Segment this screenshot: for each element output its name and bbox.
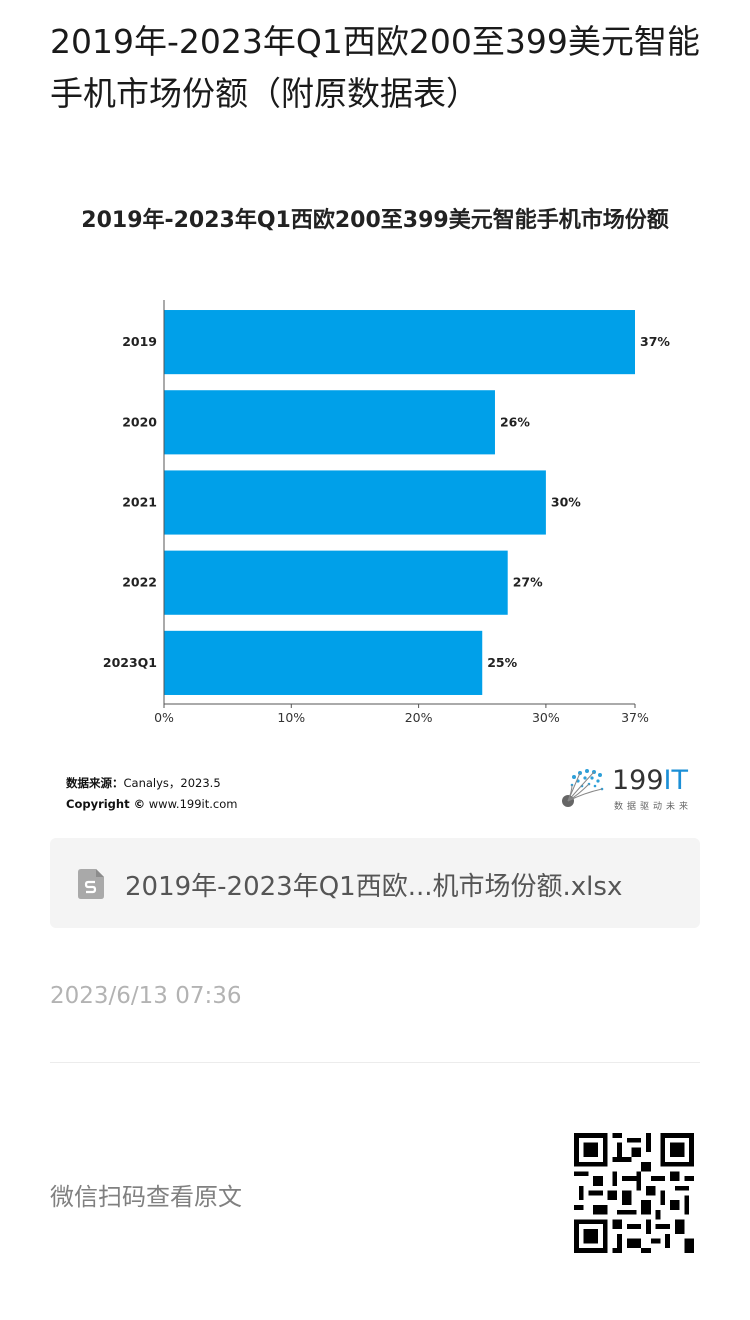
brand-slogan: 数据驱动未来 <box>614 802 693 812</box>
category-label-2022: 2022 <box>122 575 157 590</box>
x-tick-label-2: 20% <box>405 710 433 725</box>
value-label-2019: 37% <box>640 334 670 349</box>
category-label-2020: 2020 <box>122 414 157 429</box>
source-label: 数据来源： <box>66 776 124 790</box>
bar-chart: 2019 37% 2020 26% 2021 30% 2022 27% 2023Q1 25% 0% 1… <box>103 300 670 725</box>
chart-title: 2019年-2023年Q1西欧200至399美元智能手机市场份额 <box>81 208 669 233</box>
bar-2021 <box>164 470 546 535</box>
bar-2023Q1 <box>164 630 483 695</box>
qr-code-icon[interactable] <box>574 1133 694 1253</box>
chart-image: 2019年-2023年Q1西欧200至399美元智能手机市场份额 2019 37%… <box>50 180 700 825</box>
category-label-2021: 2021 <box>122 495 157 510</box>
attachment-file[interactable]: 2019年-2023年Q1西欧...机市场份额.xlsx <box>50 838 700 928</box>
bar-2022 <box>164 550 508 615</box>
value-label-2020: 26% <box>500 414 530 429</box>
x-tick-label-4: 37% <box>621 710 649 725</box>
value-label-2021: 30% <box>551 495 581 510</box>
x-tick-label-1: 10% <box>277 710 305 725</box>
article-title: 2019年-2023年Q1西欧200至399美元智能手机市场份额（附原数据表） <box>50 22 700 113</box>
publish-timestamp: 2023/6/13 07:36 <box>50 983 242 1009</box>
x-tick-label-3: 30% <box>532 710 560 725</box>
x-tick-label-0: 0% <box>154 710 174 725</box>
copyright-label: Copyright © <box>66 797 146 811</box>
source-value: Canalys，2023.5 <box>123 776 221 790</box>
brand-name: 199IT <box>612 765 689 796</box>
qr-hint-text: 微信扫码查看原文 <box>50 1183 242 1211</box>
bar-2019 <box>164 310 635 375</box>
bar-2020 <box>164 390 495 455</box>
category-label-2023Q1: 2023Q1 <box>103 655 157 670</box>
value-label-2023Q1: 25% <box>487 655 517 670</box>
source-block: 数据来源：Canalys，2023.5 Copyright © www.199i… <box>66 773 237 815</box>
value-label-2022: 27% <box>513 575 543 590</box>
category-label-2019: 2019 <box>122 334 157 349</box>
spreadsheet-file-icon <box>78 869 104 899</box>
divider <box>50 1062 700 1063</box>
brand-fan-icon <box>562 769 604 807</box>
brand-logo: 199IT 数据驱动未来 <box>560 765 700 815</box>
attachment-file-name[interactable]: 2019年-2023年Q1西欧...机市场份额.xlsx <box>125 872 623 902</box>
copyright-value: www.199it.com <box>148 797 238 811</box>
